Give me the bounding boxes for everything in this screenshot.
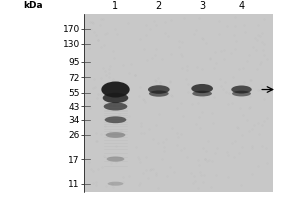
Ellipse shape [105,116,126,123]
Ellipse shape [191,84,213,93]
Ellipse shape [232,91,251,96]
Ellipse shape [108,182,123,186]
Text: kDa: kDa [23,1,42,10]
Ellipse shape [231,86,252,94]
Ellipse shape [101,81,130,98]
Ellipse shape [149,90,169,97]
Ellipse shape [192,91,212,96]
Ellipse shape [106,156,124,162]
Ellipse shape [106,132,125,138]
Ellipse shape [104,102,127,110]
Ellipse shape [103,93,128,103]
Ellipse shape [148,85,170,94]
